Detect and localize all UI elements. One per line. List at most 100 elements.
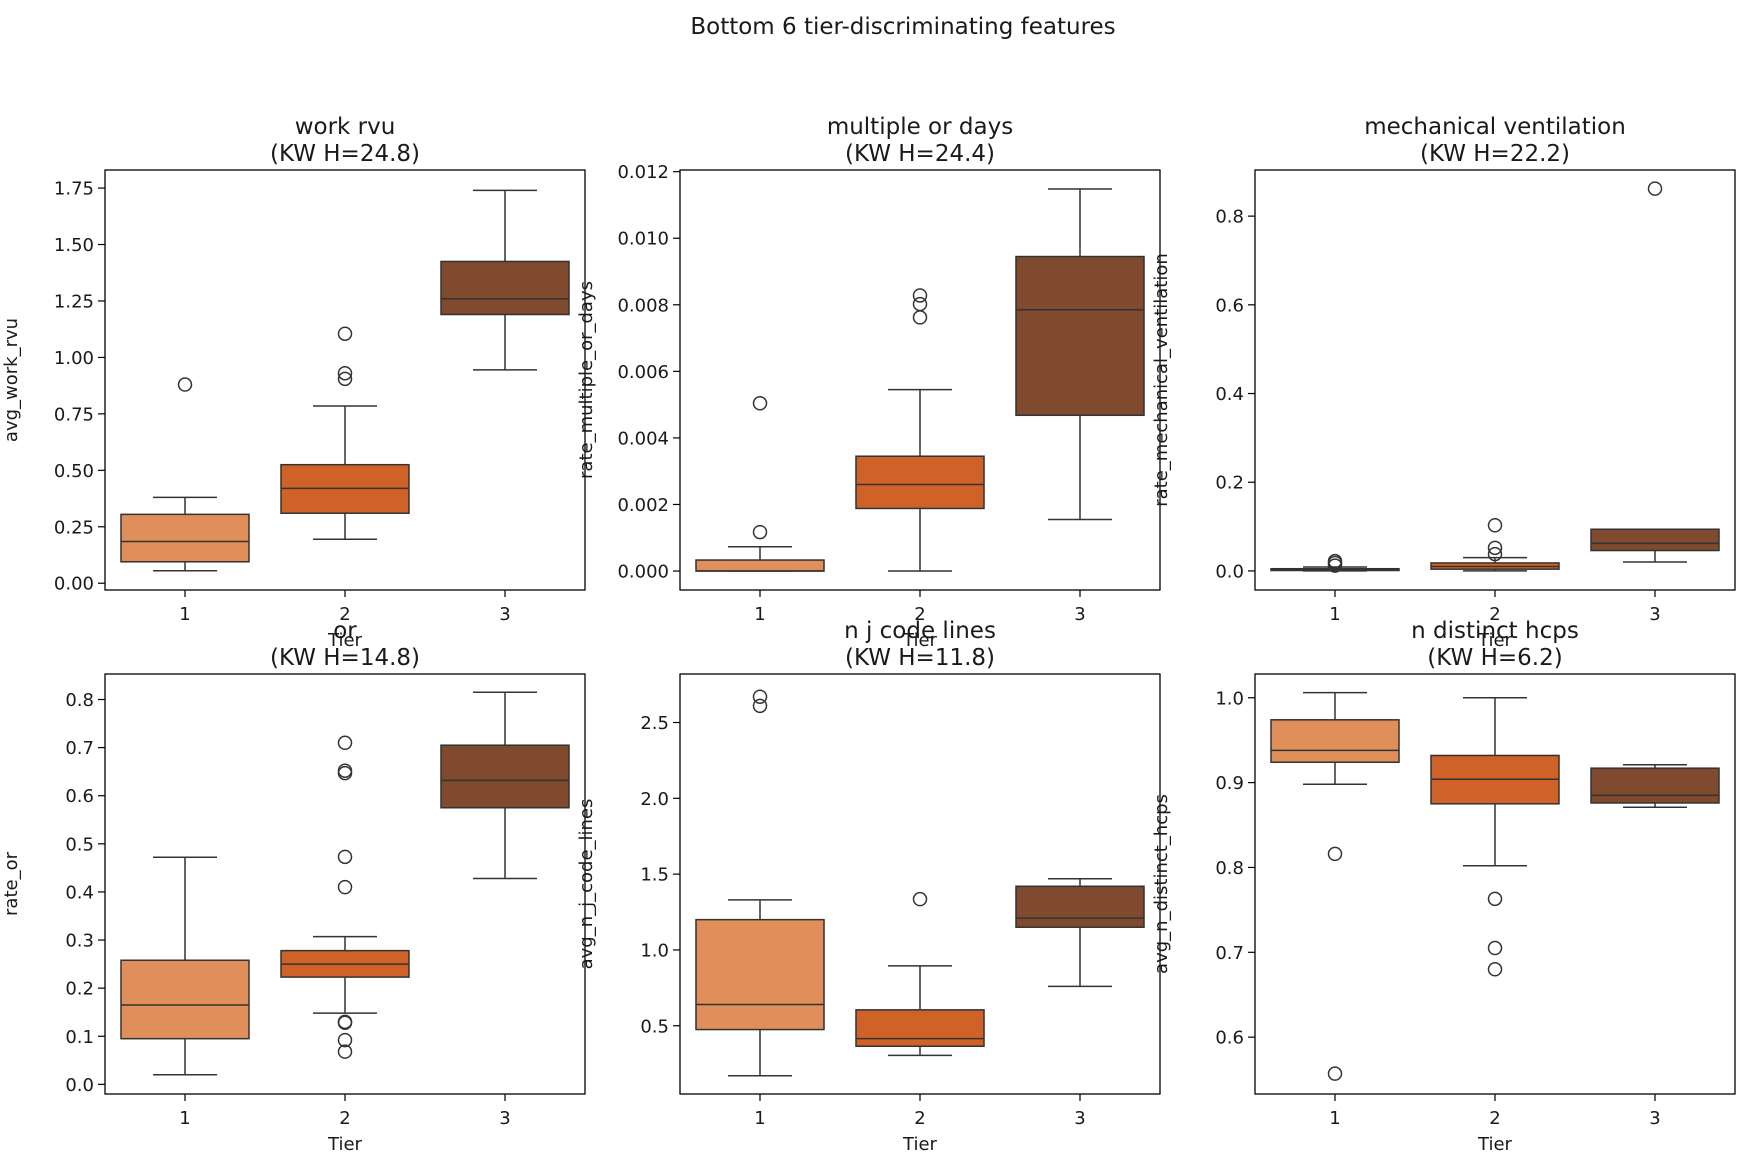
y-tick-label: 0.5	[640, 1016, 669, 1037]
box-iqr	[695, 559, 825, 572]
y-tick-label: 0.9	[1215, 773, 1244, 794]
outlier-point	[912, 296, 928, 312]
subplot-title: multiple or days	[827, 114, 1013, 140]
axes-frame	[1254, 169, 1736, 591]
box-tier-1	[120, 856, 250, 1076]
outlier-point	[337, 735, 353, 751]
x-axis-label: Tier	[902, 630, 938, 651]
y-tick-label: 0.6	[1215, 295, 1244, 316]
x-axis-label: Tier	[1477, 630, 1513, 651]
box-tier-3	[1015, 188, 1145, 521]
y-tick-label: 0.3	[65, 931, 94, 952]
subplot-6: n distinct hcps(KW H=6.2) 0.6 0.7 0.8 0.9 1.0…	[1151, 618, 1736, 1155]
x-tick-label: 3	[1649, 604, 1660, 625]
box-tier-3	[440, 691, 570, 880]
x-axis-label: Tier	[327, 1134, 363, 1155]
axes-frame	[104, 673, 586, 1095]
y-tick-label: 2.5	[640, 713, 669, 734]
axes-frame	[679, 169, 1161, 591]
y-axis-label: rate_multiple_or_days	[576, 281, 597, 479]
box-tier-1	[1270, 691, 1400, 1081]
outlier-point	[1487, 517, 1503, 533]
y-axis-label: rate_or	[1, 851, 22, 916]
y-tick-label: 0.002	[617, 495, 669, 516]
y-tick-label: 0.8	[1215, 858, 1244, 879]
subplot-subtitle: (KW H=6.2)	[1427, 645, 1562, 671]
box-iqr	[1015, 255, 1145, 417]
outlier-point	[337, 1044, 353, 1059]
outlier-point	[337, 326, 353, 341]
outlier-point	[1487, 962, 1503, 977]
box-tier-2	[1430, 697, 1560, 977]
y-tick-label: 0.6	[65, 786, 94, 807]
subplot-subtitle: (KW H=11.8)	[845, 645, 995, 671]
box-iqr	[440, 744, 570, 809]
y-axis-label: avg_n_distinct_hcps	[1151, 794, 1172, 974]
box-tier-2	[280, 735, 410, 1059]
box-iqr	[695, 918, 825, 1031]
y-tick-label: 0.2	[1215, 473, 1244, 494]
y-tick-label: 1.25	[54, 291, 94, 312]
y-axis-label: rate_mechanical_ventilation	[1151, 253, 1172, 507]
axes-frame	[104, 169, 586, 591]
y-tick-label: 0.012	[617, 162, 669, 183]
x-axis-label: Tier	[1477, 1134, 1513, 1155]
y-tick-label: 0.006	[617, 362, 669, 383]
box-iqr	[440, 260, 570, 316]
y-tick-label: 0.8	[65, 690, 94, 711]
x-tick-label: 1	[1329, 604, 1340, 625]
box-iqr	[1015, 885, 1145, 928]
outlier-point	[177, 377, 193, 392]
y-tick-label: 1.0	[640, 940, 669, 961]
y-tick-label: 0.4	[1215, 384, 1244, 405]
box-iqr	[1590, 528, 1720, 552]
box-tier-2	[280, 326, 410, 540]
y-axis-label: avg_n_j_code_lines	[576, 799, 597, 970]
x-tick-label: 3	[499, 1108, 510, 1129]
outlier-point	[337, 1014, 353, 1030]
y-tick-label: 0.008	[617, 295, 669, 316]
y-tick-label: 0.0	[1215, 561, 1244, 582]
y-tick-label: 0.00	[54, 574, 94, 595]
box-iqr	[120, 959, 250, 1040]
subplot-title: work rvu	[295, 114, 396, 140]
box-iqr	[1590, 767, 1720, 804]
axes-frame	[1254, 673, 1736, 1095]
y-tick-label: 0.8	[1215, 207, 1244, 228]
outlier-point	[1487, 940, 1503, 956]
x-tick-label: 2	[914, 604, 925, 625]
box-tier-1	[1270, 553, 1400, 573]
subplot-2: multiple or days(KW H=24.4) 0.000 0.002 0.0…	[576, 114, 1161, 651]
outlier-point	[337, 763, 353, 778]
subplot-subtitle: (KW H=14.8)	[270, 645, 420, 671]
x-tick-label: 3	[499, 604, 510, 625]
box-tier-2	[855, 891, 985, 1057]
outlier-point	[752, 396, 768, 411]
x-tick-label: 1	[754, 1108, 765, 1129]
outlier-point	[752, 689, 768, 704]
box-tier-3	[1590, 764, 1720, 808]
axes-frame	[679, 673, 1161, 1095]
y-tick-label: 1.75	[54, 179, 94, 200]
subplot-subtitle: (KW H=24.4)	[845, 141, 995, 167]
y-tick-label: 0.000	[617, 562, 669, 583]
y-tick-label: 1.00	[54, 348, 94, 369]
outlier-point	[1487, 540, 1503, 556]
y-tick-label: 0.2	[65, 979, 94, 1000]
x-axis-label: Tier	[327, 630, 363, 651]
box-iqr	[1270, 719, 1400, 763]
outlier-point	[1487, 546, 1503, 562]
outlier-point	[1647, 181, 1663, 196]
y-tick-label: 0.75	[54, 404, 94, 425]
y-tick-label: 0.5	[65, 834, 94, 855]
box-iqr	[855, 1009, 985, 1047]
outlier-point	[337, 365, 353, 381]
box-tier-1	[695, 689, 825, 1077]
subplot-title: n distinct hcps	[1411, 618, 1579, 644]
box-tier-3	[1590, 181, 1720, 563]
outlier-point	[1487, 891, 1503, 907]
x-tick-label: 2	[1489, 1108, 1500, 1129]
y-tick-label: 0.004	[617, 428, 669, 449]
outlier-point	[912, 891, 928, 907]
